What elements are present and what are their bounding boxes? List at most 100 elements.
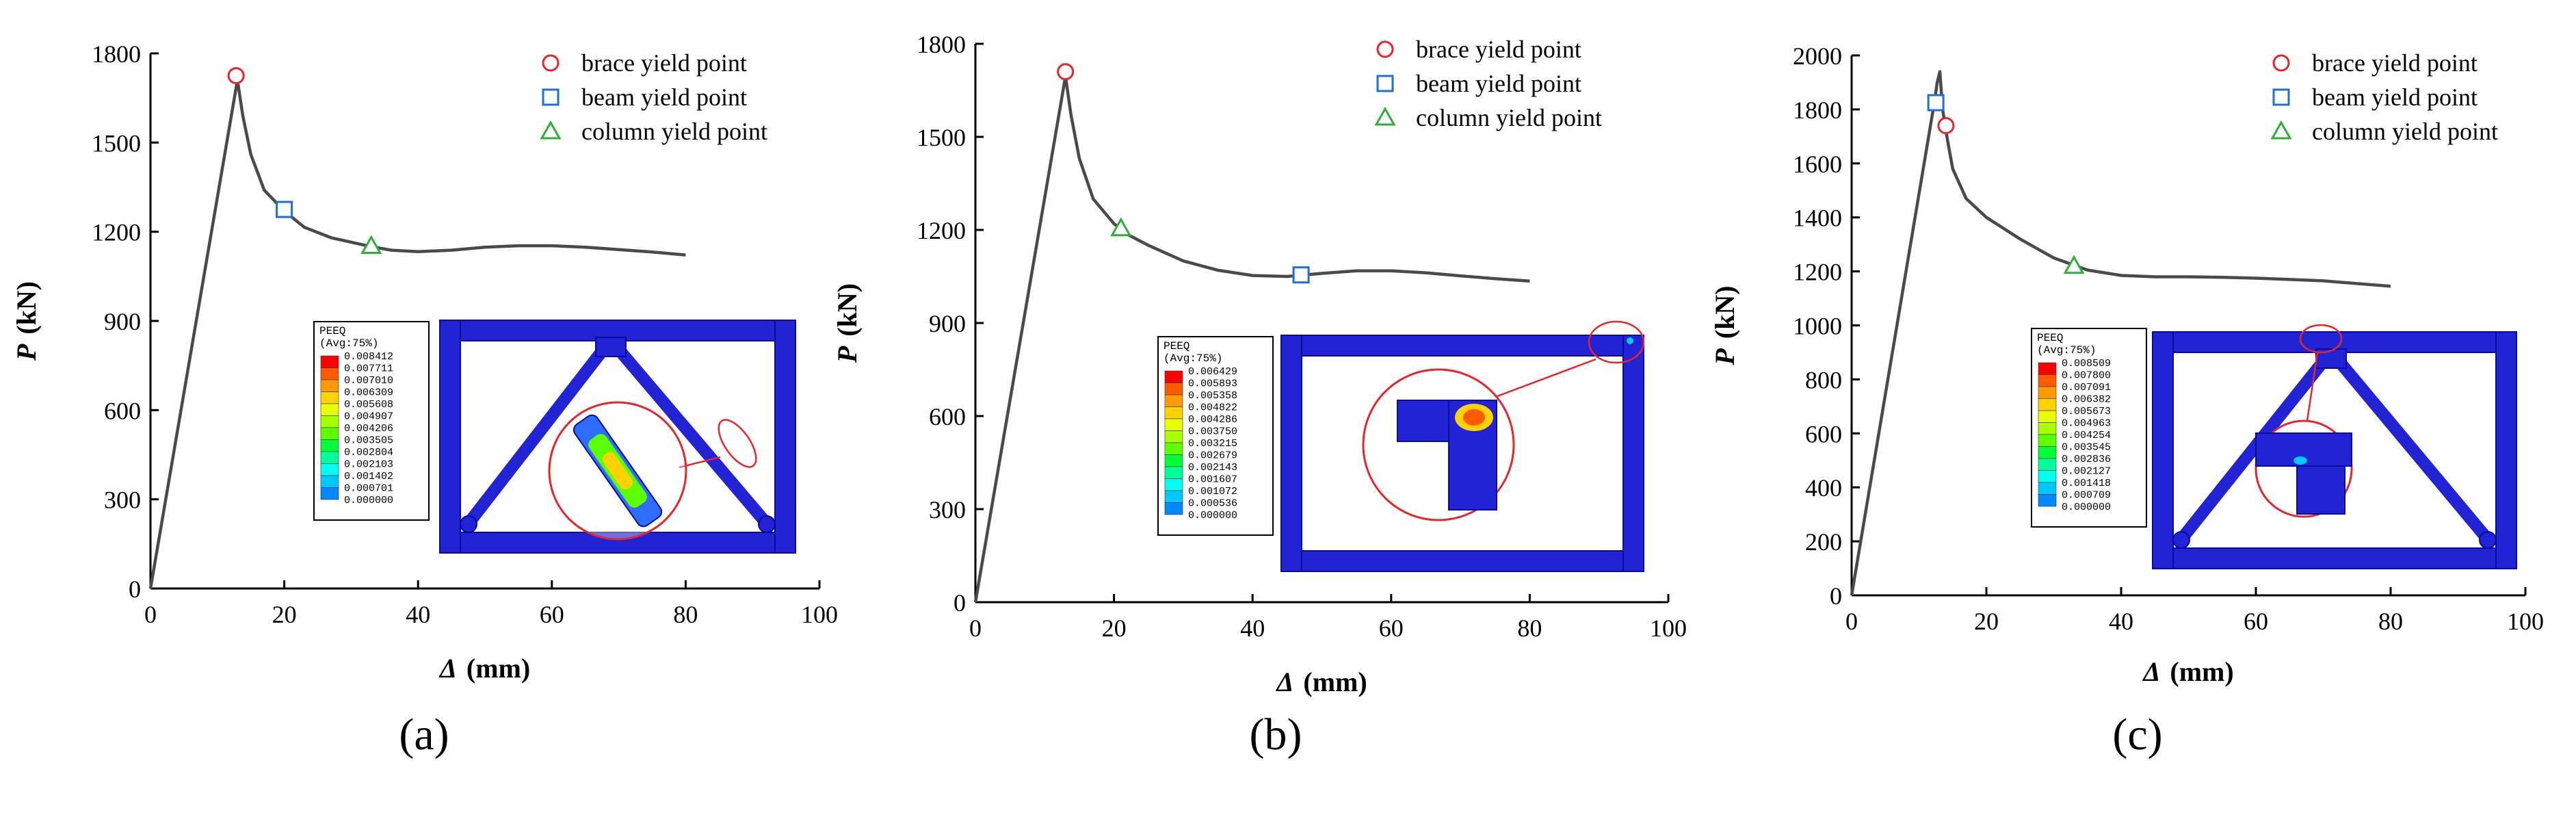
- x-axis-unit: (mm): [2163, 656, 2233, 687]
- panel-label: (a): [399, 710, 449, 760]
- y-tick-label: 300: [104, 487, 141, 514]
- colorbar-subtitle: (Avg:75%): [1164, 352, 1222, 365]
- colorbar-value: 0.007091: [2062, 382, 2111, 393]
- colorbar-swatch: [1164, 383, 1183, 396]
- y-tick-label: 0: [129, 575, 141, 603]
- fem-contour-inset: PEEQ(Avg:75%)0.0085090.0078000.0070910.0…: [2031, 324, 2517, 569]
- right-gusset: [2479, 531, 2497, 549]
- colorbar-value: 0.006309: [344, 387, 393, 399]
- x-tick-label: 20: [1102, 615, 1127, 642]
- left-gusset: [2172, 531, 2190, 549]
- y-axis-symbol: P: [1709, 348, 1740, 366]
- x-axis-unit: (mm): [1296, 667, 1367, 697]
- colorbar-swatch: [320, 367, 339, 380]
- colorbar-swatch: [2038, 374, 2057, 387]
- colorbar-swatch: [1164, 430, 1183, 443]
- left-gusset: [460, 515, 477, 533]
- x-tick-label: 80: [2378, 608, 2403, 635]
- fem-contour-inset: PEEQ(Avg:75%)0.0084120.0077110.0070100.0…: [313, 320, 796, 554]
- peeq-colorbar: PEEQ(Avg:75%)0.0085090.0078000.0070910.0…: [2031, 328, 2147, 528]
- y-tick-label: 600: [104, 397, 141, 424]
- y-axis-symbol: P: [832, 346, 863, 363]
- colorbar-value: 0.002143: [1188, 462, 1237, 474]
- panel-label: (c): [2112, 710, 2162, 760]
- beam-yield-marker: [1927, 94, 1945, 112]
- colorbar-value: 0.002103: [344, 459, 393, 471]
- colorbar-swatch: [320, 463, 339, 476]
- colorbar-value: 0.003750: [1188, 426, 1237, 438]
- colorbar-value: 0.006429: [1188, 366, 1237, 378]
- colorbar-value: 0.005608: [344, 399, 393, 411]
- zoomed-brace-strain-peak: [602, 452, 633, 490]
- y-tick-label: 1500: [917, 124, 966, 151]
- colorbar-title: PEEQ: [1164, 340, 1190, 352]
- x-axis-symbol: Δ: [2142, 656, 2160, 687]
- y-tick-label: 800: [1805, 366, 1842, 393]
- y-tick-label: 1200: [92, 219, 141, 246]
- callout-arrow: [2306, 352, 2319, 422]
- legend-beam-label: beam yield point: [2312, 83, 2478, 111]
- colorbar-value: 0.003215: [1188, 438, 1237, 450]
- colorbar-swatch: [2038, 470, 2057, 483]
- zoomed-plate: [2296, 465, 2345, 515]
- legend-beam-marker: [2272, 88, 2290, 106]
- colorbar-subtitle: (Avg:75%): [319, 337, 378, 350]
- x-axis-unit: (mm): [460, 653, 530, 684]
- colorbar-value: 0.001072: [1188, 486, 1237, 497]
- right-gusset: [758, 515, 776, 533]
- legend-column-label: column yield point: [1416, 104, 1602, 131]
- frame-right-column: [2495, 331, 2517, 569]
- callout-arrow: [1486, 358, 1596, 402]
- legend-brace-marker: [542, 54, 560, 72]
- colorbar-value: 0.002804: [344, 447, 393, 458]
- y-tick-label: 900: [929, 310, 966, 337]
- legend-column-label: column yield point: [2312, 118, 2498, 145]
- x-axis-symbol: Δ: [438, 653, 457, 684]
- y-axis-label: P (kN): [11, 281, 42, 361]
- x-tick-label: 20: [272, 601, 297, 628]
- legend-column-label: column yield point: [581, 118, 767, 145]
- y-tick-label: 1400: [1793, 205, 1842, 232]
- beam-yield-marker: [1292, 266, 1310, 284]
- frame-top-beam: [1280, 335, 1644, 357]
- colorbar-value: 0.004907: [344, 411, 393, 423]
- left-brace: [2173, 352, 2333, 547]
- y-tick-label: 0: [954, 589, 966, 617]
- colorbar-value: 0.007800: [2062, 370, 2111, 382]
- y-tick-label: 400: [1805, 474, 1842, 502]
- colorbar-swatch: [2038, 458, 2057, 471]
- colorbar-value: 0.000701: [344, 483, 393, 495]
- brace-yield-marker: [227, 67, 245, 85]
- column-yield-marker: [2063, 255, 2085, 274]
- x-tick-label: 20: [1974, 608, 1999, 635]
- legend-brace-label: brace yield point: [2312, 49, 2478, 77]
- y-tick-label: 1800: [92, 40, 141, 68]
- y-axis-unit: (kN): [832, 283, 863, 344]
- legend-beam-marker: [1376, 75, 1394, 92]
- colorbar-value: 0.005358: [1188, 390, 1237, 402]
- colorbar-swatch: [2038, 386, 2057, 399]
- legend: brace yield point beam yield point column …: [2270, 49, 2498, 145]
- hotspot: [1627, 337, 1633, 344]
- colorbar-value: 0.005893: [1188, 378, 1237, 390]
- y-axis-unit: (kN): [1709, 285, 1740, 346]
- colorbar-swatch: [2038, 494, 2057, 507]
- colorbar-value: 0.005673: [2062, 406, 2111, 417]
- colorbar-swatch: [1164, 502, 1183, 515]
- colorbar-swatch: [2038, 434, 2057, 447]
- zoomed-strain-red: [1463, 409, 1485, 426]
- x-tick-label: 80: [1517, 615, 1542, 642]
- frame-bottom-beam: [2152, 547, 2517, 569]
- x-tick-label: 40: [2109, 608, 2133, 635]
- callout-ellipse: [1588, 320, 1645, 364]
- colorbar-swatch: [1164, 490, 1183, 503]
- y-axis-unit: (kN): [11, 281, 42, 341]
- left-brace: [460, 340, 613, 531]
- legend-brace-label: brace yield point: [1416, 36, 1581, 63]
- legend-column-marker: [540, 120, 562, 140]
- load-displacement-curve: [1850, 70, 2391, 596]
- legend-column-marker: [2270, 120, 2292, 140]
- frame-bottom-beam: [1280, 550, 1644, 572]
